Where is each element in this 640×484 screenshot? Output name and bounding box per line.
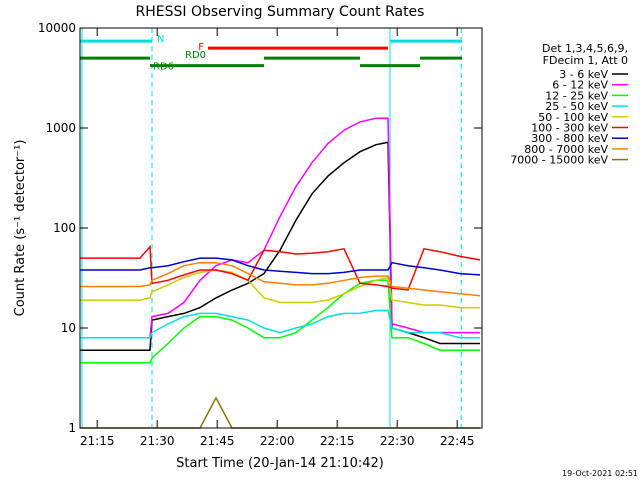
legend-label: 300 - 800 keV	[531, 132, 608, 145]
legend-label: 50 - 100 keV	[538, 111, 608, 124]
x-tick-label: 22:30	[380, 434, 415, 448]
series-line	[80, 269, 480, 309]
footer: 19-Oct-2021 02:51	[562, 469, 638, 478]
legend-label: 25 - 50 keV	[545, 100, 608, 113]
legend-label: 100 - 300 keV	[531, 122, 608, 135]
y-axis-label: Count Rate (s⁻¹ detector⁻¹)	[13, 140, 28, 317]
series-line	[80, 257, 481, 276]
plot-frame	[79, 27, 483, 429]
flag-label: RD6	[153, 62, 174, 73]
legend-label: 12 - 25 keV	[545, 89, 608, 102]
x-tick-label: 22:15	[320, 434, 355, 448]
legend-label: 800 - 7000 keV	[524, 143, 608, 156]
chart-title: RHESSI Observing Summary Count Rates	[136, 4, 425, 20]
x-tick-label: 21:30	[140, 434, 175, 448]
legend-label: 3 - 6 keV	[559, 68, 608, 81]
y-tick-label: 1000	[45, 121, 76, 135]
series-line	[80, 396, 480, 429]
y-tick-label: 10000	[38, 21, 76, 35]
x-tick-label: 21:15	[80, 434, 115, 448]
x-axis-label: Start Time (20-Jan-14 21:10:42)	[176, 456, 384, 471]
x-tick-label: 22:00	[260, 434, 295, 448]
legend-label: 6 - 12 keV	[552, 79, 608, 92]
x-tick-label: 21:45	[200, 434, 235, 448]
x-tick-label: 22:45	[440, 434, 475, 448]
legend-title: FDecim 1, Att 0	[543, 54, 628, 67]
series-line	[80, 279, 480, 364]
y-tick-label: 10	[61, 321, 76, 335]
flag-label: N	[157, 34, 164, 45]
series-line	[80, 141, 480, 351]
flag-label: F	[198, 42, 204, 53]
series-line	[80, 244, 481, 291]
series-line	[80, 117, 480, 339]
legend-label: 7000 - 15000 keV	[510, 154, 608, 167]
series-line	[80, 309, 480, 339]
legend-title: Det 1,3,4,5,6,9,	[542, 42, 628, 55]
series-line	[80, 261, 481, 297]
y-tick-label: 1	[68, 421, 76, 435]
y-tick-label: 100	[53, 221, 76, 235]
flag-label: RD0	[185, 50, 206, 61]
